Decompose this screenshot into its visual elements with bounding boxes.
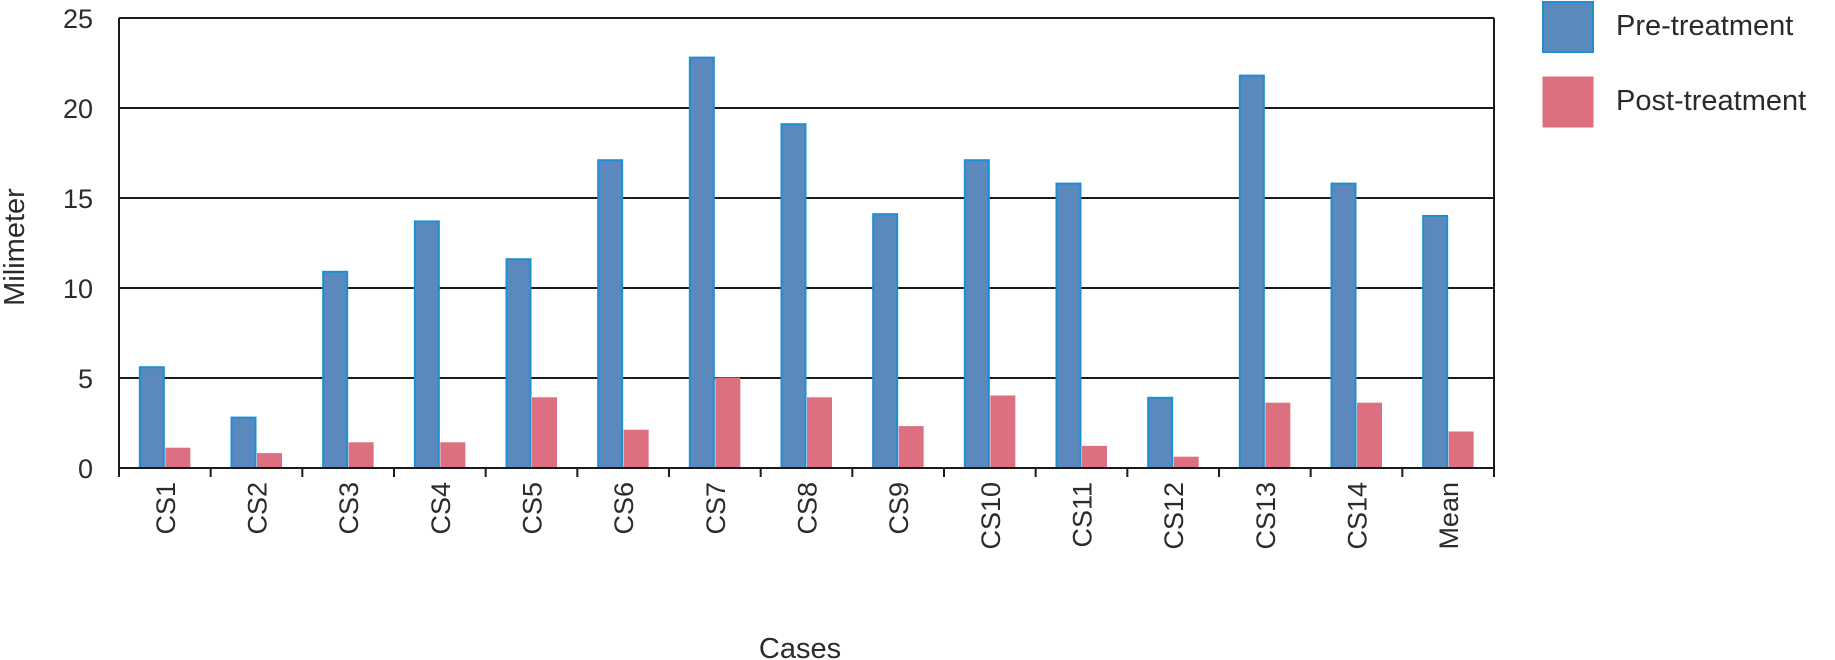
y-tick-label: 5 (78, 364, 93, 394)
bar-post-treatment (990, 395, 1016, 469)
legend-item-post-treatment: Post-treatment (1542, 76, 1806, 128)
bar-post-treatment (1265, 402, 1291, 469)
x-tick-label: CS13 (1251, 482, 1281, 550)
bar-post-treatment (715, 377, 741, 469)
bar-pre-treatment (872, 213, 899, 469)
bar-post-treatment (257, 453, 282, 469)
bar-pre-treatment (963, 159, 990, 469)
legend: Pre-treatment Post-treatment (1542, 1, 1806, 128)
x-tick-label: CS9 (884, 482, 914, 535)
x-tick-label: CS5 (518, 482, 548, 535)
bar-post-treatment (623, 429, 649, 469)
legend-label: Post-treatment (1616, 85, 1806, 117)
y-tick-label: 0 (78, 454, 93, 484)
x-tick-label: CS8 (793, 482, 823, 535)
bar-post-treatment (1357, 402, 1382, 469)
x-tick-label: CS3 (334, 482, 364, 535)
bar-post-treatment (532, 397, 557, 469)
bar-pre-treatment (1238, 74, 1265, 469)
bar-pre-treatment (138, 366, 165, 470)
bar-pre-treatment (1147, 396, 1174, 469)
legend-item-pre-treatment: Pre-treatment (1542, 1, 1793, 53)
bar-post-treatment (1448, 431, 1474, 469)
bar-pre-treatment (1055, 182, 1082, 469)
x-tick-label: CS6 (609, 482, 639, 535)
bar-post-treatment (1082, 445, 1107, 469)
legend-label: Pre-treatment (1616, 10, 1793, 42)
axes (118, 18, 1495, 477)
y-tick-label: 25 (63, 4, 93, 34)
x-tick-labels: CS1 CS2 CS3 CS4 CS5 CS6 CS7 CS8 CS9 CS10 CS11 CS12 C… (151, 482, 1464, 550)
x-axis-title: Cases (759, 633, 841, 660)
y-tick-labels: 0 5 10 15 20 25 (63, 4, 93, 484)
legend-swatch (1542, 76, 1594, 128)
bar-post-treatment (440, 442, 466, 469)
bar-pre-treatment (322, 270, 349, 469)
x-tick-label: CS4 (426, 482, 456, 535)
y-axis-title: Milimeter (0, 188, 31, 306)
x-tick-label: CS11 (1068, 482, 1098, 548)
bar-pre-treatment (1422, 215, 1449, 469)
bar-pre-treatment (230, 416, 257, 470)
x-tick-label: CS14 (1343, 482, 1373, 550)
x-tick-label: CS12 (1159, 482, 1189, 550)
x-tick-label: CS2 (243, 482, 273, 535)
x-tick-label: Mean (1434, 482, 1464, 550)
bar-post-treatment (1173, 456, 1199, 469)
x-tick-label: CS1 (151, 482, 181, 535)
y-tick-label: 10 (63, 274, 93, 304)
y-tick-label: 20 (63, 94, 93, 124)
bar-post-treatment (898, 426, 924, 469)
x-tick-label: CS7 (701, 482, 731, 535)
bar-pre-treatment (780, 123, 807, 469)
x-tick-label: CS10 (976, 482, 1006, 550)
y-tick-label: 15 (63, 184, 93, 214)
bars (138, 56, 1474, 470)
bar-post-treatment (807, 397, 832, 469)
bar-pre-treatment (1330, 182, 1357, 469)
bar-post-treatment (165, 447, 191, 469)
bar-pre-treatment (688, 56, 715, 469)
bar-pre-treatment (597, 159, 624, 469)
legend-swatch (1542, 1, 1594, 53)
bar-post-treatment (348, 442, 374, 469)
bar-pre-treatment (505, 258, 532, 470)
bar-pre-treatment (413, 220, 440, 469)
